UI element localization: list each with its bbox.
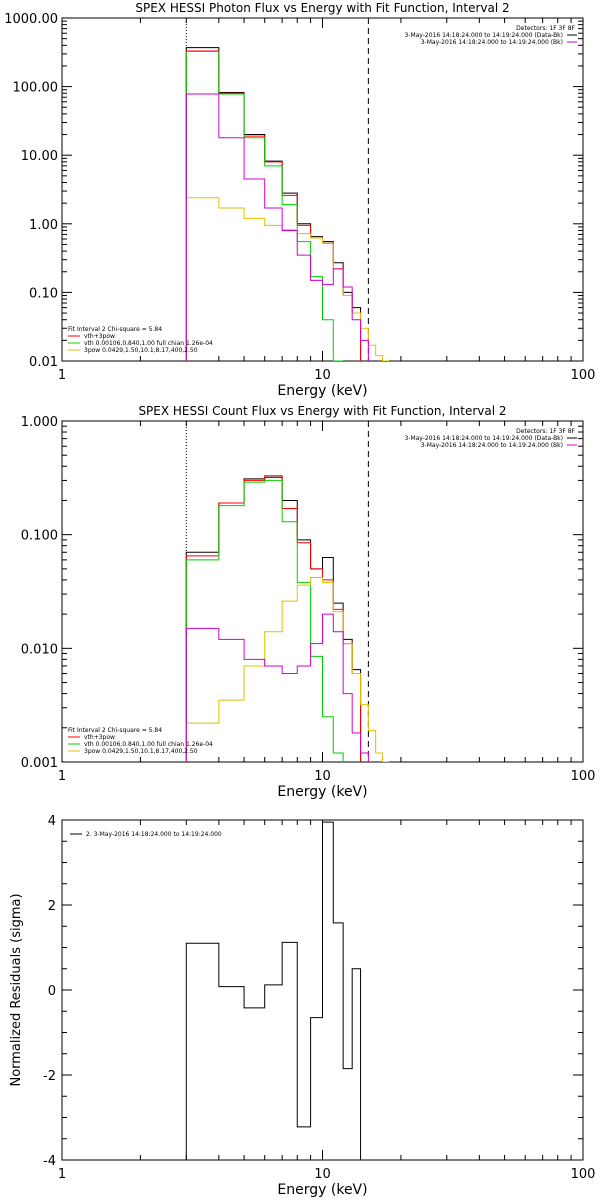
x-axis-label: Energy (keV) — [277, 784, 367, 800]
y-tick-label: -4 — [43, 1154, 56, 1169]
y-axis-label: Normalized Residuals (sigma) — [9, 893, 24, 1086]
legend-header: Fit Interval 2 Chi-square = 5.84 — [68, 727, 162, 734]
series-line-3pow — [185, 576, 389, 762]
series-line-vth — [185, 479, 344, 762]
y-tick-label: 2 — [48, 899, 56, 914]
series-line-vth-3pow — [185, 50, 362, 361]
y-tick-label: 0.10 — [29, 286, 58, 301]
series-line-residuals — [185, 821, 362, 1160]
x-tick-label: 100 — [571, 769, 596, 784]
legend-header: Fit Interval 2 Chi-square = 5.84 — [68, 326, 162, 333]
x-axis-label: Energy (keV) — [277, 1182, 367, 1198]
y-tick-label: 0.01 — [29, 355, 58, 370]
x-axis-label: Energy (keV) — [277, 383, 367, 399]
y-tick-label: 4 — [48, 814, 56, 829]
x-tick-label: 10 — [314, 769, 331, 784]
y-tick-label: 0.100 — [21, 529, 58, 544]
chart-panel-2: SPEX HESSI Count Flux vs Energy with Fit… — [21, 404, 596, 800]
legend-entry: vth 0.00106,0.840,1.00 full chian 1.26e-… — [84, 340, 213, 347]
legend-entry: 3-May-2016 14:18:24.000 to 14:19:24.000 … — [404, 435, 563, 442]
x-tick-label: 1 — [58, 769, 66, 784]
legend-entry: vth+3pow — [84, 734, 115, 741]
chart-title: SPEX HESSI Photon Flux vs Energy with Fi… — [135, 1, 509, 15]
series-line-bk — [185, 93, 369, 361]
x-tick-label: 100 — [571, 368, 596, 383]
y-tick-label: 1.000 — [21, 415, 58, 430]
legend-entry: 2. 3-May-2016 14:18:24.000 to 14:19:24.0… — [86, 831, 222, 838]
legend-entry: 3-May-2016 14:18:24.000 to 14:19:24.000 … — [404, 32, 563, 39]
series-line-data-bk — [185, 476, 362, 762]
y-tick-label: 1000.00 — [4, 12, 58, 27]
x-tick-label: 10 — [314, 1167, 331, 1182]
series-group — [185, 47, 389, 361]
legend-entry: 3-May-2016 14:18:24.000 to 14:19:24.000 … — [421, 442, 563, 449]
x-tick-label: 1 — [58, 1167, 66, 1182]
y-tick-label: 100.00 — [13, 81, 59, 96]
legend-entry: 3pow 0.0429,1.50,10.1,8.17,400,2.50 — [84, 347, 198, 354]
y-tick-label: 0.001 — [21, 756, 58, 771]
series-line-bk — [185, 613, 369, 762]
legend-entry: vth 0.00106,0.840,1.00 full chian 1.26e-… — [84, 741, 213, 748]
legend-header: Detectors: 1F 3F 8F — [516, 428, 575, 435]
x-tick-label: 100 — [571, 1167, 596, 1182]
y-tick-label: 1.00 — [29, 218, 58, 233]
y-tick-label: 0.010 — [21, 642, 58, 657]
x-tick-label: 10 — [314, 368, 331, 383]
legend-header: Detectors: 1F 3F 8F — [516, 25, 575, 32]
chart-title: SPEX HESSI Count Flux vs Energy with Fit… — [138, 404, 506, 418]
chart-panel-1: SPEX HESSI Photon Flux vs Energy with Fi… — [4, 1, 595, 399]
chart-panel-3: 1 10 100 Energy (keV) -4 -2 0 2 4 Normalized Resi… — [9, 814, 595, 1198]
y-tick-label: -2 — [43, 1069, 56, 1084]
y-tick-label: 10.00 — [21, 149, 58, 164]
series-line-data-bk — [185, 47, 362, 361]
x-tick-label: 1 — [58, 368, 66, 383]
series-group — [185, 475, 389, 762]
legend-entry: vth+3pow — [84, 333, 115, 340]
series-group — [185, 821, 362, 1160]
series-line-3pow — [185, 197, 389, 361]
legend-entry: 3-May-2016 14:18:24.000 to 14:19:24.000 … — [421, 39, 563, 46]
legend-entry: 3pow 0.0429,1.50,10.1,8.17,400,2.50 — [84, 748, 198, 755]
series-line-vth-3pow — [185, 475, 362, 762]
y-tick-label: 0 — [48, 984, 56, 999]
